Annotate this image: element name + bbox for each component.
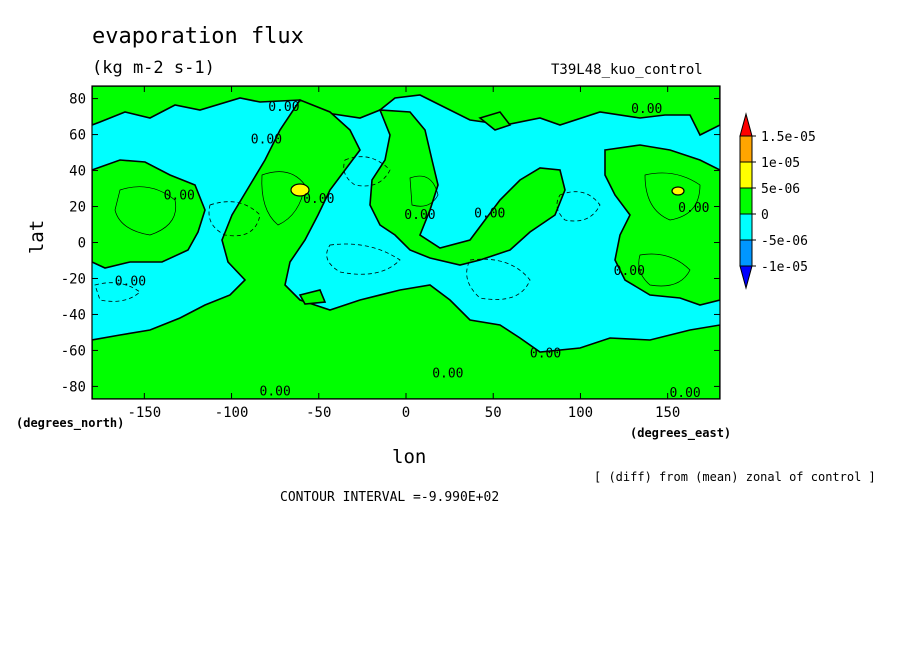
contour-label: 0.00 (115, 275, 146, 290)
run-id: T39L48_kuo_control (551, 62, 703, 78)
colorbar: 1.5e-05 1e-05 5e-06 0 -5e-06 -1e-05 (739, 112, 816, 290)
neg-contour-2 (326, 243, 401, 275)
x-tick-label: -150 (127, 405, 161, 421)
y-tick-label: 40 (69, 164, 86, 180)
colorbar-label: 1e-05 (761, 156, 800, 171)
region-americas (92, 99, 720, 399)
contour-label: 0.00 (530, 347, 561, 362)
colorbar-label: -5e-06 (761, 234, 808, 249)
plot-area: 0.00 0.00 0.00 0.00 0.00 0.00 0.00 0.00 0.00 0.00… (92, 86, 720, 401)
colorbar-segment (739, 213, 753, 241)
y-tick-label: 0 (78, 236, 86, 252)
region-west-pacific (92, 159, 206, 269)
x-tick-label: -50 (306, 405, 331, 421)
y-tick-label: -80 (61, 379, 86, 395)
y-axis-label: lat (26, 219, 49, 255)
chart-title: evaporation flux (92, 24, 304, 49)
x-tick-label: -100 (215, 405, 249, 421)
y-unit-label: (degrees_north) (16, 416, 125, 430)
contour-label: 0.00 (164, 188, 195, 203)
colorbar-segment (739, 239, 753, 267)
x-axis-label: lon (392, 446, 427, 468)
contour-label: 0.00 (474, 206, 505, 221)
colorbar-bottom-arrow (739, 265, 753, 290)
contour-labels: 0.00 0.00 0.00 0.00 0.00 0.00 0.00 0.00 0.00 0.00… (115, 100, 710, 401)
pos-contour-4 (261, 171, 306, 226)
y-tick-label: -60 (61, 343, 86, 359)
y-tick-label: -20 (61, 271, 86, 287)
diff-note: [ (diff) from (mean) zonal of control ] (594, 470, 876, 484)
neg-contour-5 (94, 282, 141, 302)
x-tick-label: 50 (485, 405, 502, 421)
contour-label: 0.00 (404, 208, 435, 223)
colorbar-segment (739, 161, 753, 189)
x-unit-label: (degrees_east) (630, 426, 732, 440)
region-north-band (92, 86, 720, 137)
maxima (290, 183, 685, 197)
region-island-north (478, 111, 512, 131)
x-tick-label: 150 (655, 405, 680, 421)
y-tick-label: 80 (69, 92, 86, 108)
colorbar-top-arrow (739, 112, 753, 137)
y-tick-label: -40 (61, 307, 86, 323)
x-tick-label: 0 (402, 405, 410, 421)
positive-regions (92, 86, 720, 399)
contour-label: 0.00 (631, 102, 662, 117)
neg-contour-4 (556, 191, 601, 222)
negative-contours (94, 156, 601, 302)
contour-interval: CONTOUR INTERVAL =-9.990E+02 (280, 490, 500, 505)
contour-label: 0.00 (260, 384, 291, 399)
chart-units: (kg m-2 s-1) (92, 58, 215, 78)
colorbar-label: 5e-06 (761, 182, 800, 197)
pos-contour-5 (409, 175, 439, 207)
colorbar-segment (739, 135, 753, 163)
neg-contour-6 (343, 156, 391, 187)
pos-contour-3 (638, 253, 691, 287)
contour-label: 0.00 (432, 366, 463, 381)
contour-label: 0.00 (303, 192, 334, 207)
y-tick-label: 20 (69, 200, 86, 216)
contour-label: 0.00 (614, 264, 645, 279)
contour-label: 0.00 (669, 386, 700, 401)
region-east-asia (604, 144, 720, 306)
colorbar-label: -1e-05 (761, 260, 808, 275)
contour-label: 0.00 (268, 100, 299, 115)
maximum-west (290, 183, 310, 197)
pos-contour-2 (644, 172, 701, 221)
colorbar-segment (739, 187, 753, 215)
x-axis: -150 -100 -50 0 50 100 150 (127, 86, 680, 421)
y-axis: 80 60 40 20 0 -20 -40 -60 -80 (61, 92, 720, 395)
colorbar-label: 0 (761, 208, 769, 223)
maximum-east (671, 186, 685, 196)
x-tick-label: 100 (568, 405, 593, 421)
region-island-south (298, 289, 327, 305)
contour-label: 0.00 (251, 133, 282, 148)
contour-label: 0.00 (678, 201, 709, 216)
positive-contours (114, 171, 701, 287)
y-tick-label: 60 (69, 128, 86, 144)
colorbar-label: 1.5e-05 (761, 130, 816, 145)
pos-contour-1 (114, 186, 177, 236)
